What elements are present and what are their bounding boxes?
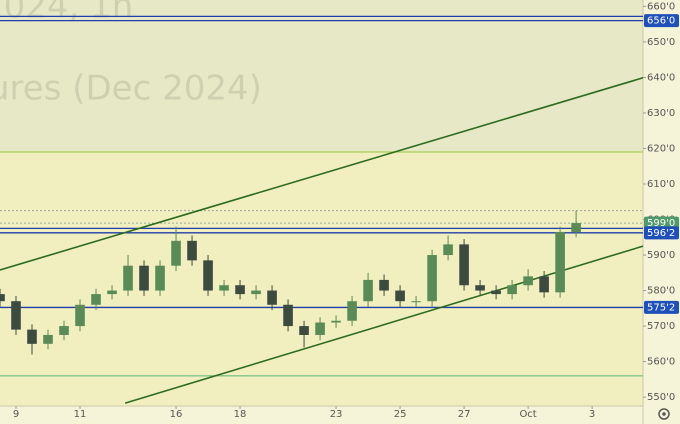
candle-body [283,304,293,327]
y-tick-label: 630'0 [647,108,675,119]
candle-body [139,265,149,291]
price-label-box [644,226,679,240]
x-tick-label: 16 [170,409,183,420]
x-tick-label: 9 [13,409,19,420]
x-tick-label: 11 [74,409,87,420]
candle-body [123,265,133,291]
watermark: ures (Dec 2024) [0,69,262,109]
candle-body [267,290,277,305]
candle-body [539,276,549,293]
candle-body [379,279,389,291]
candle-body [427,255,437,302]
x-tick-label: Oct [519,409,536,420]
x-tick-label: 23 [330,409,343,420]
candle-body [459,244,469,286]
y-tick-label: 560'0 [647,357,675,368]
candle-body [331,320,341,323]
y-tick-label: 570'0 [647,321,675,332]
x-tick-label: 18 [234,409,247,420]
candle-body [235,285,245,295]
candle-body [203,260,213,291]
y-tick-label: 650'0 [647,37,675,48]
y-tick-label: 640'0 [647,72,675,83]
price-label: 599'0 [647,218,675,229]
price-label-box [644,300,679,314]
candle-body [219,285,229,291]
candle-body [155,265,165,291]
price-label-box [644,14,679,28]
candle-body [0,294,5,302]
axis-background [643,0,680,424]
y-tick-label: 580'0 [647,286,675,297]
candle-body [475,285,485,291]
x-tick-label: 3 [589,409,595,420]
candle-body [395,290,405,302]
candle-body [363,279,373,302]
candle-body [315,322,325,335]
price-label-box [644,216,679,230]
axis-background [0,406,643,424]
candle-body [347,301,357,321]
plot-background [0,0,643,152]
x-tick-label: 25 [394,409,407,420]
trend-line [0,77,644,271]
y-tick-label: 590'0 [647,250,675,261]
candle-body [251,290,261,295]
candle-body [491,290,501,295]
candle-body [299,326,309,335]
candle-body [507,285,517,295]
x-tick-label: 27 [458,409,471,420]
settings-icon[interactable] [658,408,670,420]
candle-body [443,244,453,256]
price-label: 656'0 [647,16,675,27]
y-tick-label: 550'0 [647,392,675,403]
candle-body [571,223,581,232]
y-tick-label: 610'0 [647,179,675,190]
candle-body [59,326,69,335]
price-label: 596'2 [647,228,675,239]
candle-body [75,304,85,327]
candle-body [27,329,37,344]
candle-body [555,231,565,293]
y-tick-label: 620'0 [647,143,675,154]
y-tick-label: 660'0 [647,1,675,12]
candle-body [523,276,533,286]
candle-body [187,240,197,261]
candle-body [43,334,53,344]
watermark: 2024, 1h [0,0,133,27]
candle-body [107,290,117,295]
candle-body [91,294,101,305]
candle-body [11,301,21,330]
candle-body [171,240,181,266]
candle-body [411,301,421,303]
price-label: 575'2 [647,302,675,313]
